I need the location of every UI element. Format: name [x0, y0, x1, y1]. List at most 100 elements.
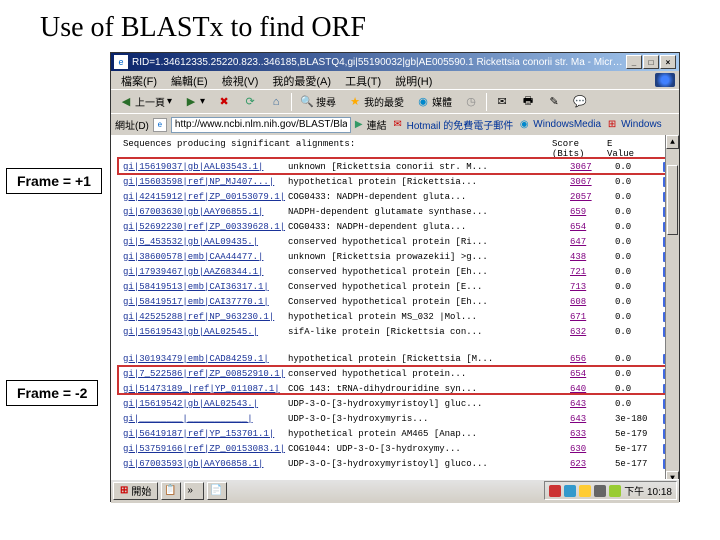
result-score-link[interactable]: 713	[570, 282, 615, 292]
result-evalue: 5e-177	[615, 444, 663, 454]
result-score-link[interactable]: 656	[570, 354, 615, 364]
result-id-link[interactable]: gi|51473189_|ref|YP_011087.1|	[123, 384, 288, 394]
result-score-link[interactable]: 3067	[570, 177, 615, 187]
result-row: gi|7_522586|ref|ZP_00852910.1|conserved …	[113, 366, 677, 381]
go-button[interactable]: ▶	[355, 119, 363, 130]
result-score-link[interactable]: 721	[570, 267, 615, 277]
result-score-link[interactable]: 438	[570, 252, 615, 262]
tray-icon[interactable]	[594, 485, 606, 497]
scroll-up-button[interactable]: ▲	[666, 135, 679, 149]
result-description: unknown [Rickettsia prowazekii] >g...	[288, 252, 570, 262]
start-button[interactable]: ⊞開始	[113, 482, 158, 500]
header-alignments-text: Sequences producing significant alignmen…	[123, 139, 552, 159]
result-id-link[interactable]: gi|58419513|emb|CAI36317.1|	[123, 282, 288, 292]
annotation-frame-minus2: Frame = -2	[6, 380, 98, 406]
back-button[interactable]: ◀上一頁 ▾	[115, 92, 176, 111]
quick-launch-1[interactable]: 📋	[161, 482, 181, 500]
content-area: Sequences producing significant alignmen…	[111, 135, 679, 485]
result-id-link[interactable]: gi|58419517|emb|CAI37770.1|	[123, 297, 288, 307]
quick-launch-2[interactable]: »	[184, 482, 204, 500]
edit-button[interactable]: ✎	[543, 93, 565, 111]
result-score-link[interactable]: 623	[570, 459, 615, 469]
menu-tools[interactable]: 工具(T)	[339, 73, 387, 87]
result-description: COG0433: NADPH-dependent gluta...	[288, 192, 570, 202]
tray-icon[interactable]	[549, 485, 561, 497]
result-evalue: 0.0	[615, 162, 663, 172]
result-id-link[interactable]: gi|15619037|gb|AAL03543.1|	[123, 162, 288, 172]
taskbar: ⊞開始 📋 » 📄 下午 10:18	[111, 479, 679, 501]
maximize-button[interactable]: □	[643, 55, 659, 69]
result-id-link[interactable]: gi|________|___________|	[123, 414, 288, 424]
result-id-link[interactable]: gi|15619543|gb|AAL02545.|	[123, 327, 288, 337]
task-item[interactable]: 📄	[207, 482, 227, 500]
result-id-link[interactable]: gi|67003630|gb|AAY06855.1|	[123, 207, 288, 217]
link-windowsmedia[interactable]: ◉WindowsMedia	[517, 118, 601, 132]
scroll-thumb[interactable]	[667, 165, 678, 235]
search-button[interactable]: 🔍搜尋	[296, 92, 340, 111]
home-button[interactable]: ⌂	[265, 93, 287, 111]
link-windows[interactable]: ⊞Windows	[605, 118, 662, 132]
result-id-link[interactable]: gi|15619542|gb|AAL02543.|	[123, 399, 288, 409]
result-score-link[interactable]: 643	[570, 414, 615, 424]
results-list: gi|15619037|gb|AAL03543.1| unknown [Ricke…	[113, 159, 677, 471]
result-id-link[interactable]: gi|42525288|ref|NP_963230.1|	[123, 312, 288, 322]
result-evalue: 0.0	[615, 222, 663, 232]
result-id-link[interactable]: gi|53759166|ref|ZP_00153083.1|	[123, 444, 288, 454]
result-score-link[interactable]: 630	[570, 444, 615, 454]
print-button[interactable]: 🖶	[517, 93, 539, 111]
result-score-link[interactable]: 647	[570, 237, 615, 247]
result-id-link[interactable]: gi|17939467|gb|AAZ68344.1|	[123, 267, 288, 277]
result-description: UDP-3-O-[3-hydroxymyris...	[288, 414, 570, 424]
result-evalue: 0.0	[615, 282, 663, 292]
result-id-link[interactable]: gi|52692230|ref|ZP_00339628.1|	[123, 222, 288, 232]
result-id-link[interactable]: gi|38600578|emb|CAA44477.|	[123, 252, 288, 262]
result-score-link[interactable]: 654	[570, 222, 615, 232]
tray-icon[interactable]	[609, 485, 621, 497]
toolbar-separator	[486, 93, 487, 111]
forward-button[interactable]: ▶ ▾	[180, 93, 209, 111]
result-id-link[interactable]: gi|7_522586|ref|ZP_00852910.1|	[123, 369, 288, 379]
menu-favorites[interactable]: 我的最愛(A)	[266, 73, 337, 87]
result-score-link[interactable]: 3067	[570, 162, 615, 172]
result-score-link[interactable]: 671	[570, 312, 615, 322]
tray-icon[interactable]	[564, 485, 576, 497]
minimize-button[interactable]: _	[626, 55, 642, 69]
result-id-link[interactable]: gi|15603598|ref|NP_MJ407...|	[123, 177, 288, 187]
refresh-button[interactable]: ⟳	[239, 93, 261, 111]
system-tray[interactable]: 下午 10:18	[544, 481, 677, 500]
mail-button[interactable]: ✉	[491, 93, 513, 111]
tray-icon[interactable]	[579, 485, 591, 497]
media-button[interactable]: ◉媒體	[412, 92, 456, 111]
menu-help[interactable]: 說明(H)	[389, 73, 438, 87]
history-button[interactable]: ◷	[460, 93, 482, 111]
results-header: Sequences producing significant alignmen…	[113, 139, 677, 159]
result-score-link[interactable]: 659	[570, 207, 615, 217]
result-id-link[interactable]: gi|67003593|gb|AAY06858.1|	[123, 459, 288, 469]
result-score-link[interactable]: 633	[570, 429, 615, 439]
menu-edit[interactable]: 編輯(E)	[165, 73, 214, 87]
result-score-link[interactable]: 640	[570, 384, 615, 394]
result-score-link[interactable]: 643	[570, 399, 615, 409]
discuss-button[interactable]: 💬	[569, 93, 591, 111]
stop-button[interactable]: ✖	[213, 93, 235, 111]
result-description: conserved hypothetical protein...	[288, 369, 570, 379]
result-id-link[interactable]: gi|30193479|emb|CAD84259.1|	[123, 354, 288, 364]
result-id-link[interactable]: gi|5_453532|gb|AAL09435.|	[123, 237, 288, 247]
menu-file[interactable]: 檔案(F)	[115, 73, 163, 87]
address-bar: 網址(D) e ▶ 連結 ✉Hotmail 的免費電子郵件 ◉WindowsMe…	[111, 113, 679, 135]
result-score-link[interactable]: 632	[570, 327, 615, 337]
favorites-button[interactable]: ★我的最愛	[344, 92, 408, 111]
vertical-scrollbar[interactable]: ▲ ▼	[665, 135, 679, 485]
close-button[interactable]: ×	[660, 55, 676, 69]
link-hotmail[interactable]: ✉Hotmail 的免費電子郵件	[391, 117, 514, 132]
menu-view[interactable]: 檢視(V)	[216, 73, 265, 87]
result-score-link[interactable]: 608	[570, 297, 615, 307]
result-id-link[interactable]: gi|56419187|ref|YP_153701.1|	[123, 429, 288, 439]
result-id-link[interactable]: gi|42415912|ref|ZP_00153079.1|	[123, 192, 288, 202]
result-row: gi|15603598|ref|NP_MJ407...|hypothetical…	[113, 174, 677, 189]
result-score-link[interactable]: 654	[570, 369, 615, 379]
result-evalue: 0.0	[615, 384, 663, 394]
address-input[interactable]	[171, 117, 351, 133]
result-score-link[interactable]: 2057	[570, 192, 615, 202]
result-evalue: 0.0	[615, 207, 663, 217]
